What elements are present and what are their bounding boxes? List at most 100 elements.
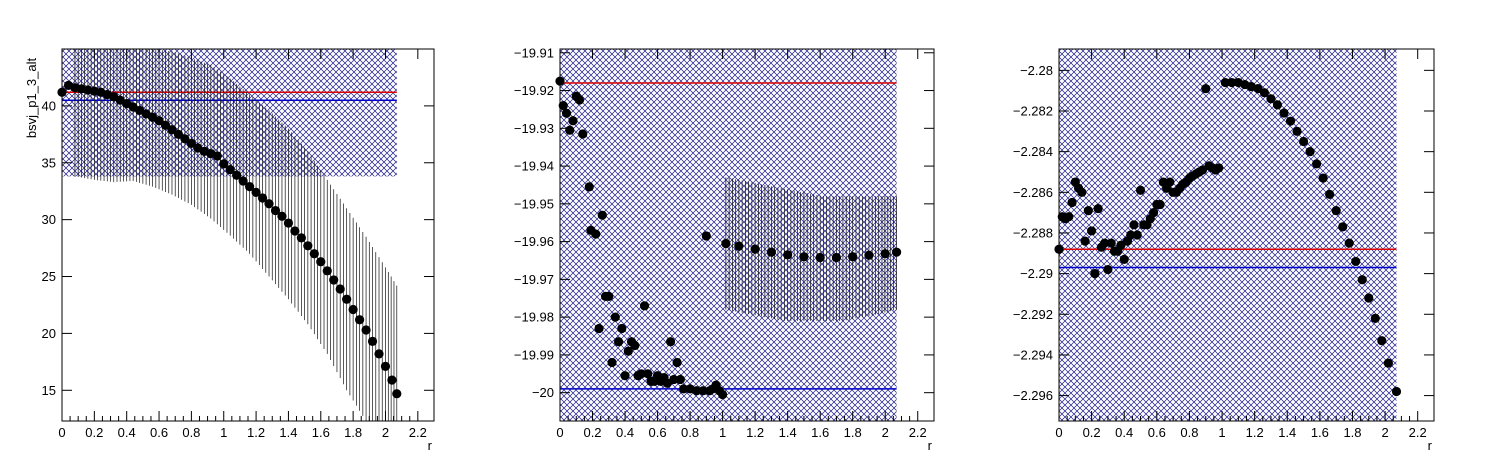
data-point — [335, 284, 345, 294]
data-point — [1272, 100, 1283, 110]
data-point — [678, 384, 689, 394]
y-tick-label: 30 — [42, 212, 56, 227]
data-point — [1292, 126, 1302, 136]
data-point — [1165, 177, 1175, 187]
data-point — [607, 357, 617, 368]
uncertainty-band — [1059, 49, 1397, 421]
data-point — [1080, 236, 1090, 246]
y-tick-label: −19.95 — [514, 196, 554, 211]
y-tick-label: −19.99 — [514, 347, 554, 362]
y-tick-label: −2.286 — [1013, 185, 1053, 200]
data-point — [154, 116, 164, 126]
data-point — [355, 315, 365, 325]
data-point — [257, 193, 268, 203]
x-tick-label: 1 — [220, 425, 227, 440]
x-tick-label: 1.2 — [247, 425, 265, 440]
y-tick-label: −19.92 — [514, 83, 554, 98]
y-tick-label: 35 — [42, 155, 56, 170]
data-point — [561, 108, 572, 118]
x-tick-label: 0.4 — [616, 425, 634, 440]
data-point — [296, 233, 306, 243]
x-tick-label: 1.8 — [844, 425, 862, 440]
data-point — [591, 229, 601, 239]
data-point — [380, 361, 391, 371]
x-tick-label: 0.8 — [1180, 425, 1198, 440]
x-axis-title-middle: r — [928, 438, 933, 453]
y-tick-label: −2.28 — [1020, 63, 1053, 78]
data-point — [1391, 386, 1402, 397]
y-tick-label: −19.91 — [514, 45, 554, 60]
data-point — [1090, 269, 1100, 279]
data-point — [848, 252, 858, 262]
x-tick-label: 2 — [382, 425, 389, 440]
data-point — [1087, 226, 1097, 236]
data-point — [180, 134, 190, 144]
x-tick-label: 0.6 — [150, 425, 168, 440]
data-point — [698, 386, 708, 396]
data-point — [322, 266, 332, 276]
data-point — [584, 182, 594, 192]
data-point — [1351, 256, 1361, 267]
data-point — [167, 125, 177, 135]
data-point — [568, 116, 578, 126]
data-point — [1214, 163, 1224, 173]
x-tick-label: 1 — [1218, 425, 1225, 440]
y-tick-label: −2.282 — [1013, 104, 1053, 119]
data-point — [643, 369, 653, 379]
y-tick-label: −20 — [532, 385, 554, 400]
x-tick-label: 0.6 — [1148, 425, 1166, 440]
x-tick-label: 1.8 — [344, 425, 362, 440]
y-tick-label: 15 — [42, 383, 56, 398]
data-point — [597, 210, 607, 220]
data-point — [623, 346, 633, 356]
data-point — [1064, 212, 1074, 222]
data-point — [270, 205, 281, 216]
data-point — [691, 386, 702, 396]
data-point — [610, 312, 620, 322]
data-point — [831, 252, 842, 263]
x-tick-label: 1.4 — [1278, 425, 1296, 440]
data-point — [160, 120, 171, 130]
data-point — [1106, 238, 1116, 248]
data-point — [251, 187, 261, 197]
data-point — [238, 176, 248, 186]
panel-right: 0 0.2 0.4 0.6 0.8 1 1.2 1.4 1.6 1.8 2 2.2 −2.28 −2.28… — [1013, 48, 1435, 453]
y-tick-label: 20 — [42, 326, 56, 341]
data-point — [1357, 275, 1367, 285]
data-point — [316, 257, 326, 267]
data-point — [1312, 159, 1322, 169]
y-tick-label: −19.93 — [514, 121, 554, 136]
data-point — [617, 323, 627, 334]
data-point — [361, 325, 371, 335]
y-tick-label: −2.284 — [1013, 144, 1053, 159]
x-tick-label: 0.8 — [681, 425, 699, 440]
data-point — [186, 138, 196, 149]
x-tick-label: 0.2 — [1083, 425, 1101, 440]
x-tick-label: 1.6 — [811, 425, 829, 440]
y-tick-label: −2.296 — [1013, 388, 1053, 403]
y-tick-label: −19.94 — [514, 159, 554, 174]
data-point — [734, 241, 744, 251]
x-tick-label: 1.4 — [779, 425, 797, 440]
data-point — [173, 129, 184, 139]
data-point — [277, 211, 287, 221]
data-point — [1093, 203, 1103, 214]
x-tick-label: 0 — [556, 425, 563, 440]
y-tick-label: −19.97 — [514, 272, 554, 287]
data-point — [367, 336, 378, 346]
data-point — [1100, 238, 1110, 248]
y-tick-label: −19.96 — [514, 234, 554, 249]
x-axis-title-left: r — [428, 438, 433, 453]
y-axis-title: bsvj_p1_3_alt — [24, 58, 39, 139]
x-tick-label: 0.2 — [85, 425, 103, 440]
data-point — [225, 164, 235, 175]
x-tick-label: 1.4 — [279, 425, 297, 440]
y-tick-label: −2.288 — [1013, 225, 1053, 240]
data-point — [766, 247, 776, 257]
x-tick-label: 1.2 — [1246, 425, 1264, 440]
data-point — [374, 349, 384, 359]
y-tick-label: −2.292 — [1013, 307, 1053, 322]
data-point — [245, 182, 255, 192]
data-point — [613, 337, 624, 347]
